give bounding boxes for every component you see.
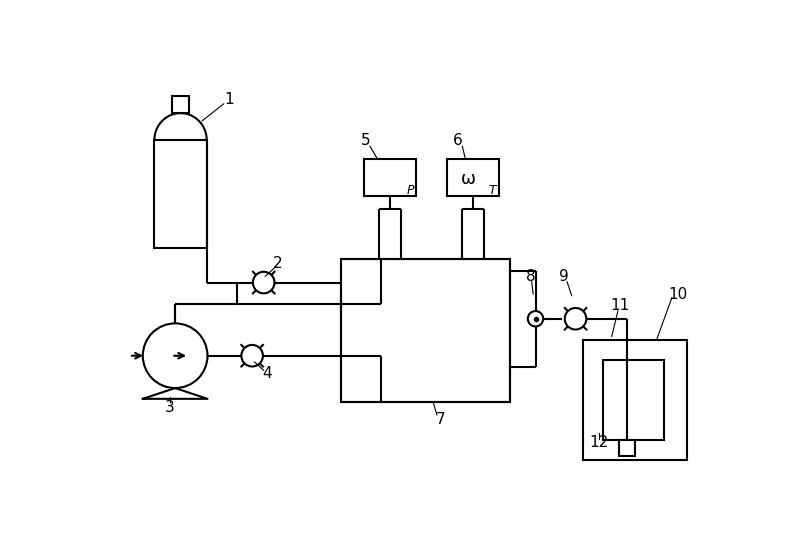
Circle shape <box>242 345 263 367</box>
Text: 10: 10 <box>668 287 687 302</box>
Bar <box>447 160 499 196</box>
Text: 3: 3 <box>165 400 174 415</box>
Text: P: P <box>406 184 414 196</box>
Circle shape <box>565 308 586 330</box>
Text: 8: 8 <box>526 269 536 284</box>
Text: 4: 4 <box>262 366 272 381</box>
Polygon shape <box>143 388 207 399</box>
Text: 12: 12 <box>589 435 608 450</box>
Text: 6: 6 <box>453 133 462 148</box>
Bar <box>172 96 189 113</box>
Bar <box>341 259 510 402</box>
Text: T: T <box>489 184 496 196</box>
Text: 5: 5 <box>361 133 370 148</box>
Text: 7: 7 <box>436 412 446 427</box>
Text: ω: ω <box>461 170 476 187</box>
Bar <box>341 259 510 402</box>
Bar <box>583 340 687 460</box>
Bar <box>154 140 206 248</box>
Bar <box>619 440 635 456</box>
Text: 1: 1 <box>224 92 234 107</box>
Text: 11: 11 <box>610 298 629 313</box>
Text: 9: 9 <box>559 269 569 284</box>
Text: 2: 2 <box>273 256 282 271</box>
Bar <box>364 160 416 196</box>
Circle shape <box>253 272 274 294</box>
Circle shape <box>528 311 543 326</box>
Bar <box>602 359 664 440</box>
Circle shape <box>143 324 207 388</box>
